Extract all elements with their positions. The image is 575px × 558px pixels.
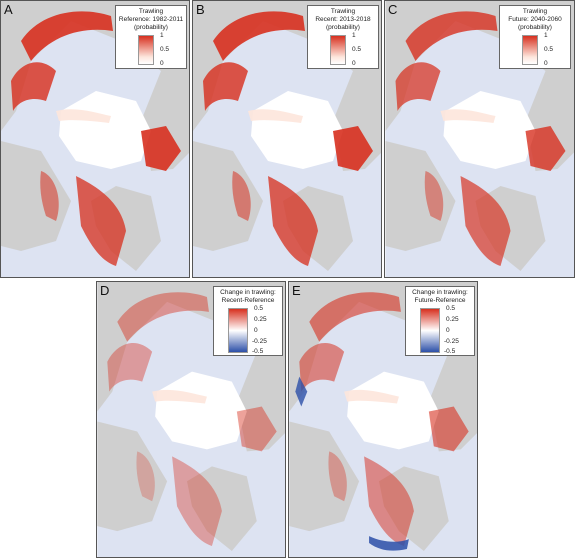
trawling-band: [107, 343, 153, 392]
legend-title: Trawling: [522, 8, 548, 15]
legend-tick: 0.25: [254, 316, 267, 323]
panel-label: A: [4, 2, 13, 17]
land-area: [385, 141, 456, 251]
legend-title: Change in trawling:: [412, 289, 468, 296]
trawling-band: [428, 406, 469, 452]
arctic-map: [193, 1, 381, 277]
trawling-band: [248, 109, 303, 123]
legend-units: (probability): [518, 24, 552, 31]
legend-color-bar: [420, 308, 440, 353]
legend: Trawling Future: 2040-2060 (probability)…: [499, 5, 571, 69]
legend-title: Trawling: [330, 8, 356, 15]
map-panel-c: C Trawling Future: 2040-2060 (probabilit…: [384, 0, 575, 278]
land-area: [289, 421, 360, 532]
legend: Change in trawling: Recent-Reference 0.5…: [213, 286, 283, 356]
trawling-band: [21, 11, 113, 61]
legend: Trawling Reference: 1982-2011 (probabili…: [115, 5, 187, 69]
panel-label: C: [388, 2, 398, 17]
land-area: [187, 466, 257, 552]
trawling-band: [333, 126, 373, 171]
map-panel-b: B Trawling Recent: 2013-2018 (probabilit…: [192, 0, 382, 278]
trawling-band: [525, 126, 566, 171]
map-panel-a: A Trawling Reference: 1982-2011 (probabi…: [0, 0, 190, 278]
trawling-band: [424, 171, 444, 221]
legend-tick: 0: [352, 60, 356, 67]
trawling-band: [268, 176, 318, 266]
trawling-band: [395, 62, 441, 111]
legend-color-bar: [522, 35, 538, 65]
land-area: [193, 141, 263, 251]
trawling-band: [328, 451, 347, 502]
legend-tick: 1: [352, 32, 356, 39]
trawling-band: [213, 11, 305, 61]
trawling-band: [11, 62, 56, 111]
trawling-band: [40, 171, 59, 221]
legend-tick: -0.5: [252, 348, 264, 355]
map-panel-e: E Change in trawling: Future-Reference 0…: [288, 281, 478, 558]
legend: Change in trawling: Future-Reference 0.5…: [405, 286, 475, 356]
legend-tick: 0.5: [352, 46, 362, 53]
legend-tick: 0.5: [544, 46, 554, 53]
legend-tick: 0: [254, 327, 258, 334]
legend: Trawling Recent: 2013-2018 (probability)…: [307, 5, 379, 69]
trawling-band: [344, 389, 399, 404]
legend-color-bar: [330, 35, 346, 65]
panel-label: E: [292, 283, 301, 298]
panel-label: D: [100, 283, 110, 298]
trawling-band: [236, 406, 277, 452]
legend-tick: 0: [446, 327, 450, 334]
trawling-band: [460, 176, 511, 266]
trawling-band: [56, 109, 111, 123]
legend-title: Change in trawling:: [220, 289, 276, 296]
legend-subtitle: Future-Reference: [414, 297, 466, 304]
legend-tick: 0: [160, 60, 164, 67]
legend-subtitle: Reference: 1982-2011: [118, 16, 184, 23]
land-area: [97, 421, 168, 532]
trawling-decrease-band: [369, 536, 409, 551]
legend-tick: 1: [160, 32, 164, 39]
trawling-band: [299, 343, 345, 392]
trawling-band: [117, 292, 209, 342]
trawling-band: [309, 292, 401, 342]
trawling-band: [440, 109, 496, 123]
legend-tick: 0.5: [446, 305, 456, 312]
map-panel-d: D Change in trawling: Recent-Reference 0…: [96, 281, 286, 558]
land-area: [1, 141, 71, 251]
legend-subtitle: Future: 2040-2060: [508, 16, 562, 23]
legend-tick: 0: [544, 60, 548, 67]
trawling-band: [405, 11, 498, 61]
trawling-band: [364, 456, 414, 547]
trawling-band: [136, 451, 155, 502]
legend-tick: -0.25: [444, 338, 459, 345]
legend-color-bar: [138, 35, 154, 65]
trawling-band: [203, 62, 248, 111]
panel-label: B: [196, 2, 205, 17]
legend-tick: 0.25: [446, 316, 459, 323]
legend-tick: 0.5: [160, 46, 170, 53]
trawling-band: [76, 176, 126, 266]
legend-tick: 0.5: [254, 305, 264, 312]
legend-tick: -0.25: [252, 338, 267, 345]
legend-color-bar: [228, 308, 248, 353]
legend-title: Trawling: [138, 8, 164, 15]
legend-subtitle: Recent: 2013-2018: [315, 16, 371, 23]
legend-tick: -0.5: [444, 348, 456, 355]
trawling-band: [141, 126, 181, 171]
legend-units: (probability): [134, 24, 168, 31]
legend-tick: 1: [544, 32, 548, 39]
trawling-band: [152, 389, 207, 404]
trawling-band: [172, 456, 222, 547]
legend-units: (probability): [326, 24, 360, 31]
legend-subtitle: Recent-Reference: [221, 297, 275, 304]
trawling-band: [232, 171, 251, 221]
